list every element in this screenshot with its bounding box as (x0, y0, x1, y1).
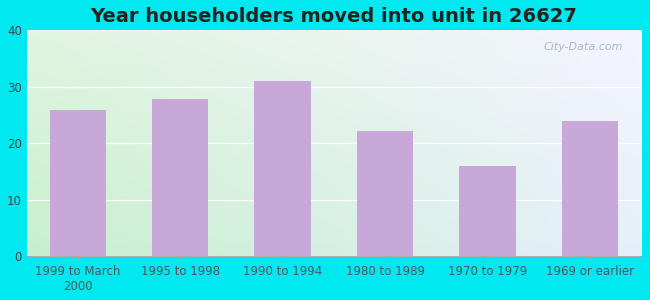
Bar (357, 131, 413, 256)
Bar (460, 166, 515, 256)
Title: Year householders moved into unit in 26627: Year householders moved into unit in 266… (90, 7, 577, 26)
Bar (152, 99, 209, 256)
Bar (255, 81, 311, 256)
Text: City-Data.com: City-Data.com (543, 42, 623, 52)
Bar (562, 121, 618, 256)
Bar (49, 110, 106, 256)
